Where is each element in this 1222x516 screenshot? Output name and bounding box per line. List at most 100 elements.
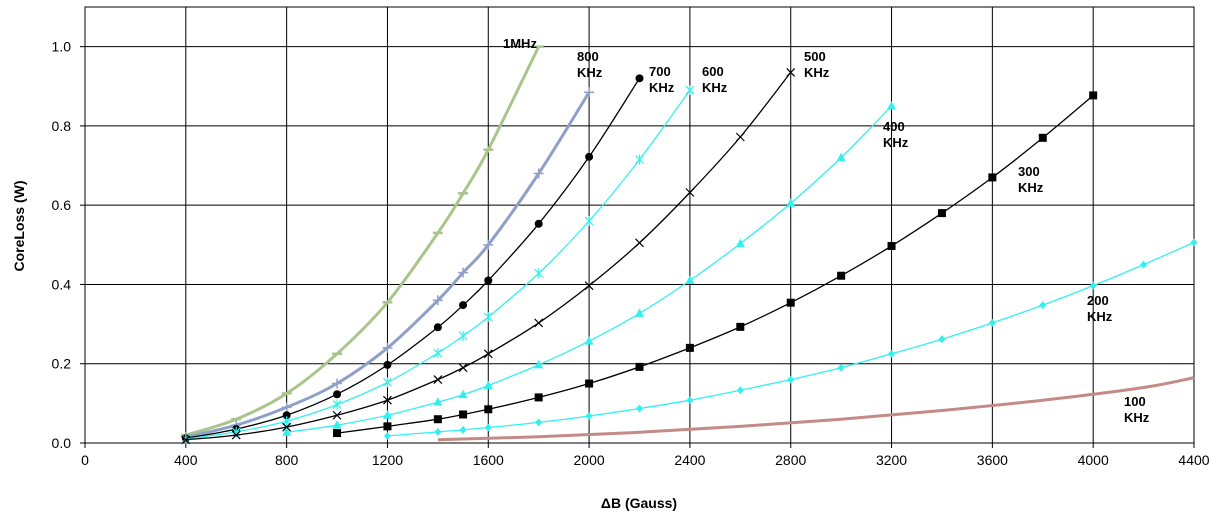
data-point (383, 422, 392, 431)
data-point (1089, 91, 1098, 100)
data-point (635, 308, 644, 317)
data-point (458, 267, 469, 278)
data-point (585, 152, 594, 161)
data-point (585, 379, 594, 388)
series-400-khz (282, 101, 897, 436)
data-point (534, 268, 544, 279)
data-point (887, 101, 897, 110)
x-tick-label: 4400 (1178, 452, 1209, 468)
series-line (185, 91, 591, 439)
data-point (534, 393, 543, 402)
series-layer (180, 45, 1198, 445)
data-point (433, 323, 442, 332)
data-point (636, 404, 643, 413)
data-point (534, 219, 543, 228)
data-point (837, 271, 846, 280)
data-point (332, 399, 342, 410)
data-point (383, 360, 392, 369)
data-point (483, 311, 493, 322)
data-point (332, 410, 342, 420)
series-label: KHz (1087, 309, 1113, 324)
data-point (459, 410, 468, 419)
data-point (635, 154, 644, 165)
data-point (534, 318, 544, 328)
data-point (786, 67, 796, 77)
y-axis-title: CoreLoss (W) (11, 181, 27, 272)
x-tick-label: 3200 (876, 452, 907, 468)
data-point (383, 377, 392, 388)
y-tick-label: 1.0 (52, 39, 72, 55)
y-tick-label: 0.0 (52, 435, 72, 451)
data-point (736, 322, 745, 331)
series-label: 700 (649, 64, 671, 79)
x-tick-label: 800 (275, 452, 299, 468)
data-point (533, 168, 544, 179)
data-point (584, 87, 595, 98)
data-point (534, 359, 544, 369)
data-point (888, 349, 896, 358)
data-point (837, 363, 845, 372)
data-point (181, 435, 191, 445)
data-point (282, 411, 291, 420)
data-point (635, 74, 644, 83)
data-point (333, 390, 342, 399)
data-point (458, 363, 468, 373)
data-point (458, 330, 468, 341)
data-point (332, 420, 342, 429)
data-point (432, 295, 443, 306)
data-point (433, 397, 443, 406)
data-point (281, 402, 292, 413)
data-point (484, 423, 492, 432)
series-label: 400 (883, 119, 905, 134)
series-label: 1MHz (503, 36, 537, 51)
data-point (433, 415, 442, 424)
grid (80, 6, 1195, 448)
y-tick-label: 0.2 (52, 356, 72, 372)
series-label: KHz (702, 80, 728, 95)
series-label: 500 (804, 49, 826, 64)
data-point (635, 362, 644, 371)
data-point (433, 348, 443, 359)
data-point (584, 281, 594, 291)
y-tick-label: 0.8 (52, 118, 72, 134)
x-tick-label: 4000 (1078, 452, 1109, 468)
series-700-khz (181, 74, 644, 443)
data-point (584, 216, 594, 227)
data-point (736, 386, 744, 395)
series-label: KHz (649, 80, 675, 95)
data-point (937, 209, 946, 218)
data-point (484, 276, 493, 285)
data-point (231, 430, 241, 440)
data-point (383, 431, 391, 440)
series-label: KHz (577, 65, 603, 80)
x-tick-label: 2400 (674, 452, 705, 468)
data-point (332, 378, 343, 389)
data-point (686, 396, 694, 405)
x-tick-label: 1600 (473, 452, 504, 468)
series-line (185, 45, 541, 437)
series-label: 200 (1087, 293, 1109, 308)
series-300-khz (333, 91, 1098, 438)
data-point (483, 380, 493, 390)
data-point (685, 85, 695, 96)
data-point (1140, 260, 1148, 269)
data-point (585, 412, 593, 421)
series-1mhz (180, 45, 544, 437)
data-point (735, 238, 745, 248)
data-point (535, 418, 543, 427)
plot-border (84, 6, 1195, 444)
data-point (382, 342, 393, 353)
series-line (185, 77, 641, 439)
data-point (786, 198, 796, 207)
data-point (458, 389, 468, 399)
series-600-khz (181, 85, 695, 445)
data-point (836, 152, 846, 162)
data-point (333, 429, 342, 438)
x-tick-label: 0 (81, 452, 89, 468)
x-tick-label: 400 (174, 452, 198, 468)
series-label: KHz (883, 135, 909, 150)
data-point (434, 427, 442, 436)
data-point (887, 242, 896, 251)
data-point (282, 422, 292, 432)
